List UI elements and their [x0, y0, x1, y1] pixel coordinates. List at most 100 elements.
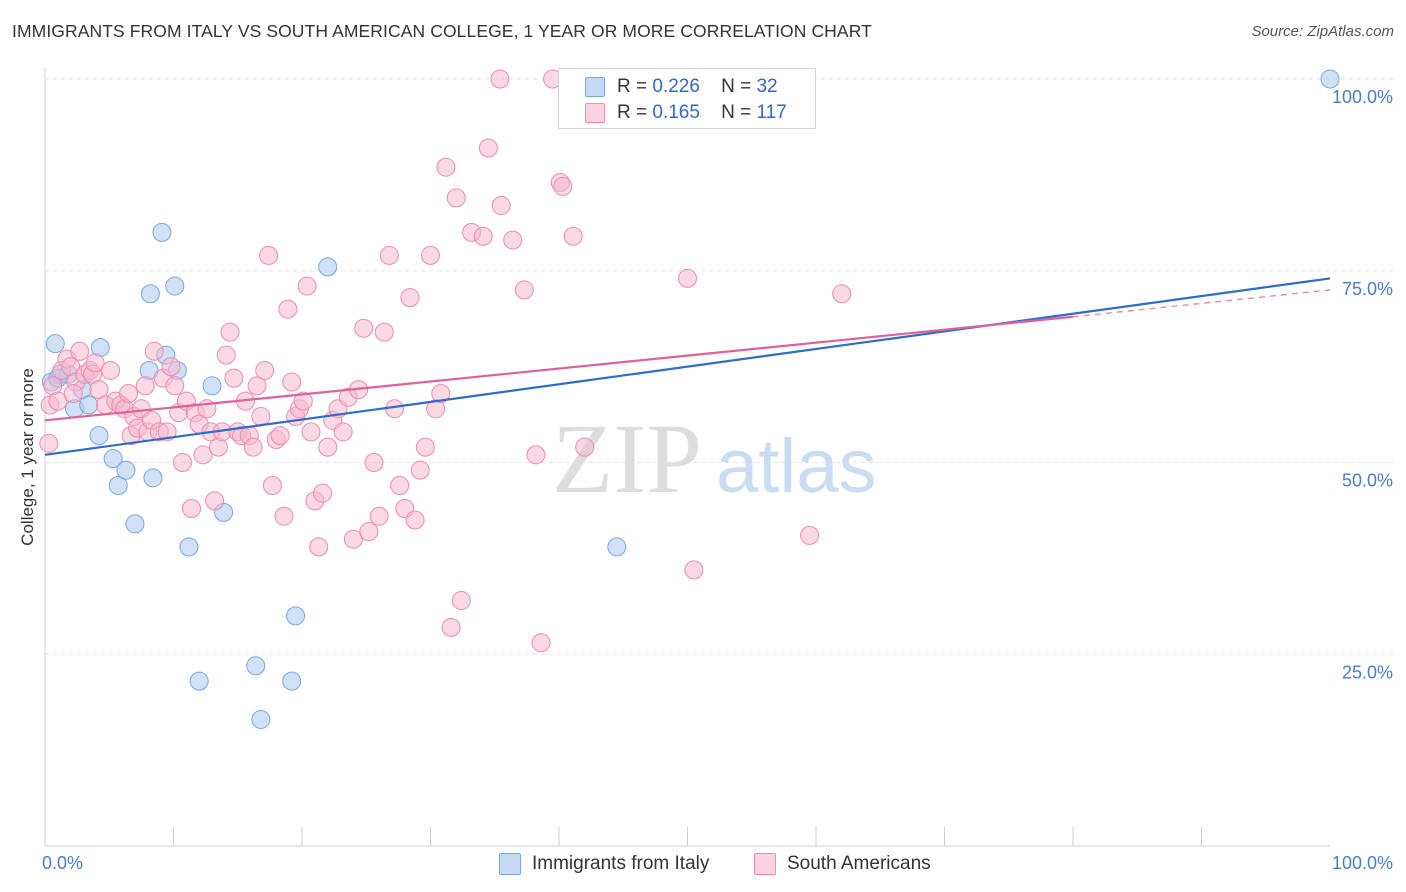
data-point	[415, 437, 435, 457]
data-point	[165, 276, 185, 296]
data-point	[490, 69, 510, 89]
data-point	[286, 606, 306, 626]
data-point	[333, 422, 353, 442]
data-point	[119, 383, 139, 403]
legend-r-label: R =	[617, 102, 648, 123]
data-point	[301, 422, 321, 442]
watermark-zip: ZIP	[552, 403, 702, 514]
legend-r-label: R =	[617, 76, 648, 97]
legend-n-label: N =	[721, 76, 752, 97]
data-point	[189, 671, 209, 691]
data-point	[165, 376, 185, 396]
data-point	[400, 288, 420, 308]
data-point	[473, 226, 493, 246]
chart-title: IMMIGRANTS FROM ITALY VS SOUTH AMERICAN …	[12, 21, 872, 41]
tick-labels: 25.0% 50.0% 75.0% 100.0% 0.0% 100.0%	[42, 87, 1393, 873]
data-point	[63, 383, 83, 403]
legend-n-value: 32	[756, 76, 778, 97]
data-point	[224, 368, 244, 388]
source-label: Source: ZipAtlas.com	[1251, 23, 1394, 40]
legend-r-value: 0.165	[652, 102, 700, 123]
x-tick-label: 100.0%	[1332, 853, 1393, 873]
data-point	[251, 709, 271, 729]
data-point	[446, 188, 466, 208]
data-points	[39, 69, 1340, 729]
data-point	[531, 633, 551, 653]
y-tick-label: 50.0%	[1342, 471, 1393, 491]
data-point	[684, 560, 704, 580]
data-point	[575, 437, 595, 457]
series-legend: Immigrants from Italy South Americans	[0, 852, 1406, 876]
data-point	[39, 433, 59, 453]
data-point	[421, 245, 440, 265]
data-point	[101, 360, 121, 380]
legend-swatch-south-americans	[754, 853, 776, 875]
data-point	[354, 318, 374, 338]
data-point	[103, 449, 123, 469]
data-point	[144, 341, 164, 361]
data-point	[282, 372, 302, 392]
data-point	[79, 395, 99, 415]
data-point	[172, 453, 192, 472]
data-point	[293, 391, 313, 411]
data-point	[85, 353, 105, 373]
data-point	[152, 222, 172, 242]
data-point	[161, 357, 181, 377]
data-point	[125, 514, 145, 534]
trend-line-extension	[1072, 289, 1331, 318]
watermark-atlas: atlas	[716, 424, 877, 509]
data-point	[220, 322, 240, 342]
data-point	[247, 376, 267, 396]
legend-n-value: 117	[756, 102, 787, 123]
correlation-legend: R = 0.226 N = 32 R = 0.165 N = 117	[558, 68, 816, 129]
legend-n-label: N =	[721, 102, 752, 123]
legend-swatch-italy	[585, 77, 605, 97]
data-point	[202, 376, 222, 396]
data-point	[45, 334, 65, 354]
data-point	[243, 437, 263, 457]
data-point	[451, 591, 471, 611]
data-point	[143, 468, 163, 488]
data-point	[563, 226, 583, 246]
data-point	[526, 445, 546, 465]
data-point	[678, 268, 697, 288]
data-point	[379, 245, 399, 265]
x-tick-label: 0.0%	[42, 853, 83, 873]
data-point	[135, 376, 155, 396]
data-point	[436, 157, 456, 177]
data-point	[441, 617, 461, 637]
data-point	[374, 322, 394, 342]
series-south-americans	[39, 69, 852, 653]
data-point	[1320, 69, 1340, 89]
data-point	[553, 176, 573, 196]
data-point	[431, 383, 451, 403]
data-point	[832, 284, 852, 304]
y-tick-label: 100.0%	[1332, 87, 1393, 107]
legend-label-italy: Immigrants from Italy	[532, 853, 710, 874]
data-point	[800, 525, 820, 545]
data-point	[297, 276, 317, 296]
data-point	[48, 391, 68, 411]
legend-r-value: 0.226	[652, 76, 700, 97]
data-point	[369, 506, 389, 526]
y-tick-label: 75.0%	[1342, 279, 1393, 299]
data-point	[179, 537, 199, 557]
data-point	[193, 445, 213, 465]
data-point	[282, 671, 302, 691]
data-point	[309, 537, 329, 557]
data-point	[313, 483, 333, 503]
data-point	[89, 426, 109, 446]
y-tick-label: 25.0%	[1342, 662, 1393, 682]
data-point	[478, 138, 498, 158]
data-point	[359, 522, 379, 542]
data-point	[270, 426, 290, 446]
legend-swatch-south-americans	[585, 103, 605, 123]
data-point	[491, 196, 511, 216]
legend-label-south-americans: South Americans	[787, 853, 931, 874]
data-point	[410, 460, 430, 480]
trend-line-italy	[44, 277, 1331, 456]
data-point	[274, 506, 294, 526]
trend-lines	[44, 277, 1331, 456]
legend-swatch-italy	[499, 853, 521, 875]
